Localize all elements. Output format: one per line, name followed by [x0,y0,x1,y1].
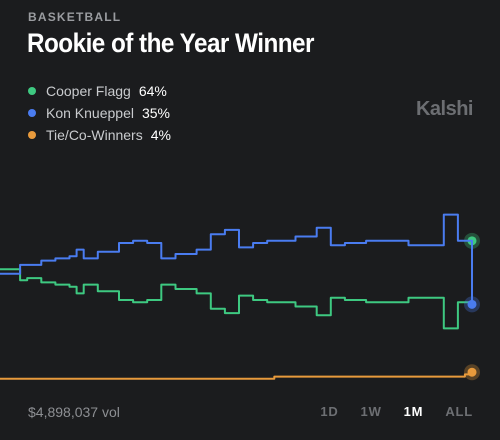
range-button-1d[interactable]: 1D [320,404,339,419]
range-button-1w[interactable]: 1W [360,404,382,419]
legend-dot-icon [28,109,36,117]
series-end-point-2[interactable] [467,367,477,377]
page-title: Rookie of the Year Winner [27,28,314,58]
volume-text: $4,898,037 vol [28,404,120,420]
series-line-0 [0,240,473,330]
series-line-1 [0,213,473,305]
legend-name: Tie/Co-Winners [46,127,143,143]
legend-value: 64% [138,83,167,99]
range-button-1m[interactable]: 1M [403,404,424,419]
series-line-2 [0,372,473,380]
legend-dot-icon [28,131,36,139]
time-range-selector: 1D 1W 1M ALL [298,404,473,419]
kalshi-logo: Kalshi [415,98,474,120]
range-button-all[interactable]: ALL [445,404,473,419]
legend-item-tie-co-winners[interactable]: Tie/Co-Winners 4% [28,124,171,146]
legend-item-kon-knueppel[interactable]: Kon Knueppel 35% [28,102,171,124]
legend-dot-icon [28,87,36,95]
legend: Cooper Flagg 64% Kon Knueppel 35% Tie/Co… [28,80,171,146]
legend-value: 4% [150,127,171,143]
legend-name: Cooper Flagg [46,83,131,99]
legend-name: Kon Knueppel [46,105,134,121]
legend-item-cooper-flagg[interactable]: Cooper Flagg 64% [28,80,171,102]
category-label: BASKETBALL [28,10,122,24]
legend-value: 35% [141,105,170,121]
series-end-point-1[interactable] [467,299,477,309]
